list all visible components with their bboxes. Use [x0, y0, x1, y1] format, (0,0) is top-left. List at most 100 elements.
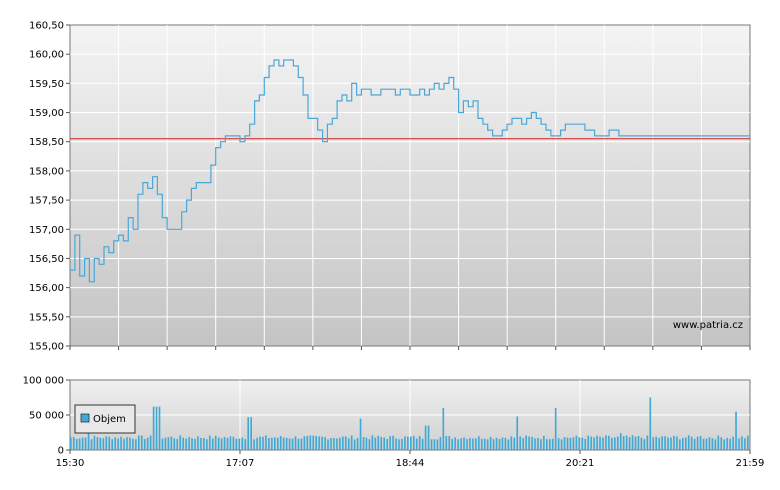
volume-bar	[652, 437, 655, 450]
volume-bar	[608, 435, 610, 450]
volume-bar	[191, 438, 193, 450]
volume-bar	[318, 436, 320, 450]
volume-bar	[421, 438, 424, 450]
volume-bar	[412, 435, 415, 450]
volume-bar	[294, 436, 297, 450]
volume-bar	[114, 437, 116, 450]
price-panel: 155,00 155,50 156,00 156,50 157,00 157,50 158,…	[29, 21, 751, 353]
volume-bar	[321, 436, 323, 450]
volume-bar	[584, 439, 587, 450]
volume-bar	[250, 417, 252, 450]
volume-bar	[285, 437, 288, 450]
volume-bar	[469, 438, 471, 450]
volume-bar	[365, 437, 368, 450]
volume-bar	[489, 436, 492, 450]
volume-bar	[569, 437, 572, 450]
volume-bar	[418, 436, 421, 450]
volume-bar	[534, 438, 536, 450]
price-ytick-label: 156,50	[29, 254, 64, 265]
volume-bar	[312, 435, 315, 450]
volume-bar	[557, 438, 560, 450]
volume-bar	[149, 435, 152, 450]
volume-bar	[220, 438, 223, 450]
volume-bar	[717, 435, 720, 450]
volume-bar	[596, 435, 598, 450]
volume-xtick-label: 21:59	[736, 458, 765, 469]
volume-bar	[342, 436, 344, 450]
volume-xtick-label: 20:21	[566, 458, 595, 469]
volume-bar	[235, 438, 238, 450]
volume-bar	[664, 436, 666, 450]
volume-bar	[442, 408, 445, 450]
price-ytick-label: 159,00	[29, 108, 64, 119]
volume-bar	[631, 435, 634, 450]
volume-bar	[548, 439, 551, 450]
volume-bar	[146, 437, 149, 450]
volume-bar	[628, 437, 631, 450]
volume-bar	[507, 439, 510, 450]
volume-bar	[93, 435, 96, 450]
price-ytick-label: 157,50	[29, 196, 64, 207]
volume-bar	[256, 437, 258, 450]
volume-bar	[531, 436, 533, 450]
volume-bar	[140, 435, 143, 450]
volume-bar	[619, 433, 622, 450]
volume-xtick-label: 17:07	[226, 458, 255, 469]
volume-bar	[560, 439, 563, 450]
volume-bar	[164, 437, 167, 450]
volume-bar	[693, 438, 696, 450]
volume-bar	[259, 436, 261, 450]
volume-xtick-label: 15:30	[56, 458, 85, 469]
price-ytick-label: 156,00	[29, 283, 64, 294]
volume-bar	[359, 418, 362, 450]
volume-bar	[466, 439, 468, 450]
volume-bar	[498, 439, 501, 450]
volume-bar	[475, 438, 477, 450]
volume-bar	[478, 436, 480, 450]
volume-bar	[551, 438, 554, 450]
volume-bar	[244, 439, 247, 450]
volume-bar	[708, 437, 711, 450]
volume-bar	[395, 438, 397, 450]
volume-bar	[460, 438, 462, 450]
volume-bar	[306, 435, 309, 450]
volume-bar	[105, 436, 108, 450]
volume-bar	[415, 438, 418, 450]
volume-bar	[439, 437, 442, 450]
volume-bar	[714, 439, 717, 450]
volume-bar	[247, 417, 250, 450]
volume-bar	[238, 438, 241, 450]
volume-bar	[170, 436, 173, 450]
volume-bar	[581, 437, 584, 450]
volume-bar	[590, 436, 592, 450]
volume-bar	[362, 437, 365, 450]
volume-bar	[448, 436, 451, 450]
volume-bar	[368, 439, 371, 450]
volume-bar	[265, 435, 267, 450]
volume-bar	[705, 438, 708, 450]
volume-bar	[516, 416, 519, 450]
volume-bar	[223, 437, 226, 450]
volume-bar	[173, 438, 176, 450]
volume-bar	[336, 438, 338, 450]
volume-bar	[344, 436, 347, 450]
volume-legend: Objem	[74, 404, 136, 434]
volume-bar	[330, 438, 332, 450]
volume-bar	[454, 437, 456, 450]
volume-bar	[696, 436, 699, 450]
volume-bar	[723, 439, 726, 450]
volume-bar	[741, 436, 743, 450]
volume-bar	[410, 436, 412, 450]
volume-bar	[188, 437, 190, 450]
volume-bar	[208, 435, 211, 450]
volume-bar	[729, 438, 731, 450]
volume-bar	[108, 436, 111, 450]
volume-bar	[554, 408, 557, 450]
volume-bar	[593, 437, 595, 450]
price-ytick-label: 158,50	[29, 137, 64, 148]
volume-bar	[492, 439, 495, 450]
volume-bar	[510, 436, 513, 450]
volume-bar	[398, 439, 400, 450]
volume-bar	[377, 435, 380, 450]
